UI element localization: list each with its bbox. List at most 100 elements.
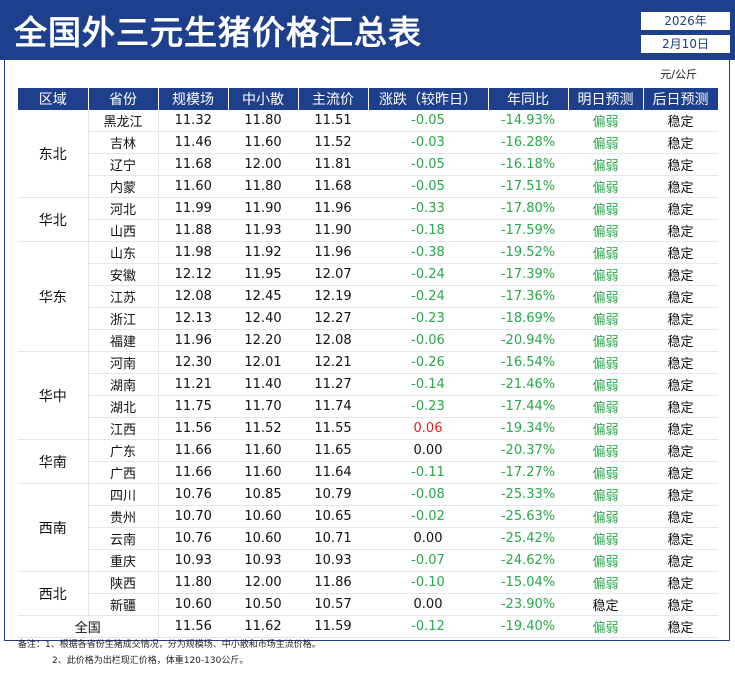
forecast-day-after: 稳定	[643, 483, 718, 506]
forecast-day-after: 稳定	[643, 153, 718, 176]
yoy-change: -16.18%	[488, 153, 568, 176]
forecast-day-after: 稳定	[643, 175, 718, 198]
daily-change: -0.07	[368, 549, 488, 572]
mainstream-price: 11.86	[298, 571, 368, 594]
daily-change: -0.03	[368, 131, 488, 154]
mainstream-price: 10.57	[298, 593, 368, 616]
small-farm-price: 11.60	[228, 461, 298, 484]
province-cell: 湖北	[88, 395, 159, 418]
yoy-change: -25.33%	[488, 483, 568, 506]
small-farm-price: 12.40	[228, 307, 298, 330]
forecast-tomorrow: 稳定	[568, 593, 643, 616]
forecast-tomorrow: 偏弱	[568, 483, 643, 506]
scale-farm-price: 11.96	[158, 329, 228, 352]
province-cell: 陕西	[88, 571, 159, 594]
scale-farm-price: 10.76	[158, 483, 228, 506]
province-cell: 黑龙江	[88, 110, 159, 132]
province-cell: 安徽	[88, 263, 159, 286]
column-header: 后日预测	[643, 88, 719, 110]
small-farm-price: 10.60	[228, 505, 298, 528]
forecast-day-after: 稳定	[643, 615, 718, 638]
table-row: 云南 10.76 10.60 10.71 0.00 -25.42% 偏弱 稳定	[18, 527, 718, 550]
scale-farm-price: 11.80	[158, 571, 228, 594]
forecast-tomorrow: 偏弱	[568, 549, 643, 572]
scale-farm-price: 10.93	[158, 549, 228, 572]
yoy-change: -20.94%	[488, 329, 568, 352]
daily-change: -0.14	[368, 373, 488, 396]
region-cell: 西北	[18, 571, 89, 616]
mainstream-price: 12.27	[298, 307, 368, 330]
scale-farm-price: 11.46	[158, 131, 228, 154]
region-cell: 西南	[18, 483, 89, 572]
daily-change: -0.05	[368, 153, 488, 176]
forecast-day-after: 稳定	[643, 571, 718, 594]
yoy-change: -17.59%	[488, 219, 568, 242]
scale-farm-price: 11.21	[158, 373, 228, 396]
notes: 备注：1、根据各省份生猪成交情况，分为规模场、中小散和市场主流价格。 2、此价格…	[18, 637, 321, 669]
small-farm-price: 11.70	[228, 395, 298, 418]
yoy-change: -21.46%	[488, 373, 568, 396]
small-farm-price: 10.85	[228, 483, 298, 506]
unit-label: 元/公斤	[660, 68, 697, 81]
province-cell: 山东	[88, 241, 159, 264]
forecast-day-after: 稳定	[643, 329, 718, 352]
small-farm-price: 11.93	[228, 219, 298, 242]
table-header-row: 区域 省份 规模场 中小散 主流价 涨跌（较昨日） 年同比 明日预测 后日预测	[18, 88, 719, 110]
mainstream-price: 10.93	[298, 549, 368, 572]
table-row: 浙江 12.13 12.40 12.27 -0.23 -18.69% 偏弱 稳定	[18, 307, 718, 330]
forecast-day-after: 稳定	[643, 307, 718, 330]
scale-farm-price: 11.99	[158, 197, 228, 220]
table-row: 华北 河北 11.99 11.90 11.96 -0.33 -17.80% 偏弱 稳定	[18, 197, 718, 242]
column-header: 中小散	[228, 88, 299, 110]
daily-change: -0.06	[368, 329, 488, 352]
forecast-day-after: 稳定	[643, 593, 718, 616]
mainstream-price: 10.65	[298, 505, 368, 528]
table-row: 湖北 11.75 11.70 11.74 -0.23 -17.44% 偏弱 稳定	[18, 395, 718, 418]
small-farm-price: 12.00	[228, 571, 298, 594]
forecast-tomorrow: 偏弱	[568, 263, 643, 286]
scale-farm-price: 12.30	[158, 351, 228, 374]
forecast-tomorrow: 偏弱	[568, 417, 643, 440]
small-farm-price: 11.60	[228, 131, 298, 154]
scale-farm-price: 10.76	[158, 527, 228, 550]
scale-farm-price: 11.66	[158, 439, 228, 462]
daily-change: 0.00	[368, 527, 488, 550]
forecast-tomorrow: 偏弱	[568, 241, 643, 264]
province-cell: 新疆	[88, 593, 159, 616]
forecast-tomorrow: 偏弱	[568, 461, 643, 484]
forecast-tomorrow: 偏弱	[568, 153, 643, 176]
yoy-change: -17.80%	[488, 197, 568, 220]
forecast-tomorrow: 偏弱	[568, 307, 643, 330]
daily-change: 0.00	[368, 439, 488, 462]
table-row: 广西 11.66 11.60 11.64 -0.11 -17.27% 偏弱 稳定	[18, 461, 718, 484]
forecast-tomorrow: 偏弱	[568, 351, 643, 374]
mainstream-price: 11.68	[298, 175, 368, 198]
small-farm-price: 12.45	[228, 285, 298, 308]
scale-farm-price: 10.60	[158, 593, 228, 616]
scale-farm-price: 11.60	[158, 175, 228, 198]
daily-change: -0.33	[368, 197, 488, 220]
daily-change: -0.18	[368, 219, 488, 242]
forecast-day-after: 稳定	[643, 263, 718, 286]
table-row: 安徽 12.12 11.95 12.07 -0.24 -17.39% 偏弱 稳定	[18, 263, 718, 286]
forecast-tomorrow: 偏弱	[568, 505, 643, 528]
table-row: 西南 四川 10.76 10.85 10.79 -0.08 -25.33% 偏弱 稳定	[18, 483, 718, 572]
small-farm-price: 11.95	[228, 263, 298, 286]
small-farm-price: 11.80	[228, 110, 298, 132]
forecast-day-after: 稳定	[643, 351, 718, 374]
province-cell: 江西	[88, 417, 159, 440]
table-row: 新疆 10.60 10.50 10.57 0.00 -23.90% 稳定 稳定	[18, 593, 718, 616]
small-farm-price: 10.60	[228, 527, 298, 550]
table-row: 贵州 10.70 10.60 10.65 -0.02 -25.63% 偏弱 稳定	[18, 505, 718, 528]
table-row: 吉林 11.46 11.60 11.52 -0.03 -16.28% 偏弱 稳定	[18, 131, 718, 154]
scale-farm-price: 12.13	[158, 307, 228, 330]
daily-change: 0.00	[368, 593, 488, 616]
province-cell: 吉林	[88, 131, 159, 154]
mainstream-price: 11.27	[298, 373, 368, 396]
province-cell: 河南	[88, 351, 159, 374]
forecast-day-after: 稳定	[643, 505, 718, 528]
mainstream-price: 11.81	[298, 153, 368, 176]
mainstream-price: 11.90	[298, 219, 368, 242]
forecast-day-after: 稳定	[643, 219, 718, 242]
mainstream-price: 11.74	[298, 395, 368, 418]
